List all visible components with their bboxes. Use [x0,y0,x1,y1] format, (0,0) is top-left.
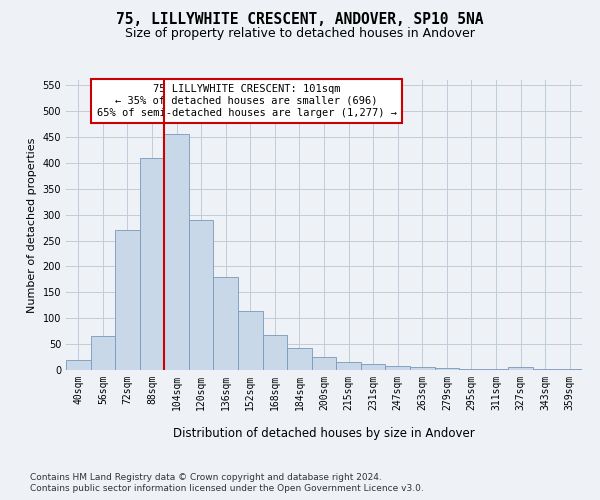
Bar [312,357,336,370]
Bar [91,336,115,370]
Y-axis label: Number of detached properties: Number of detached properties [27,138,37,312]
Bar [238,312,263,370]
Text: 75, LILLYWHITE CRESCENT, ANDOVER, SP10 5NA: 75, LILLYWHITE CRESCENT, ANDOVER, SP10 5… [116,12,484,28]
Bar [263,335,287,370]
Bar [385,366,410,370]
Text: 75 LILLYWHITE CRESCENT: 101sqm
← 35% of detached houses are smaller (696)
65% of: 75 LILLYWHITE CRESCENT: 101sqm ← 35% of … [97,84,397,117]
Text: Size of property relative to detached houses in Andover: Size of property relative to detached ho… [125,28,475,40]
Bar [336,362,361,370]
Text: Contains HM Land Registry data © Crown copyright and database right 2024.: Contains HM Land Registry data © Crown c… [30,472,382,482]
Bar [66,360,91,370]
Bar [189,220,214,370]
Bar [459,369,484,370]
Bar [410,368,434,370]
Bar [214,277,238,370]
Bar [361,364,385,370]
Bar [508,368,533,370]
Bar [164,134,189,370]
Bar [140,158,164,370]
Bar [287,348,312,370]
Bar [115,230,140,370]
Text: Contains public sector information licensed under the Open Government Licence v3: Contains public sector information licen… [30,484,424,493]
Bar [434,368,459,370]
Text: Distribution of detached houses by size in Andover: Distribution of detached houses by size … [173,428,475,440]
